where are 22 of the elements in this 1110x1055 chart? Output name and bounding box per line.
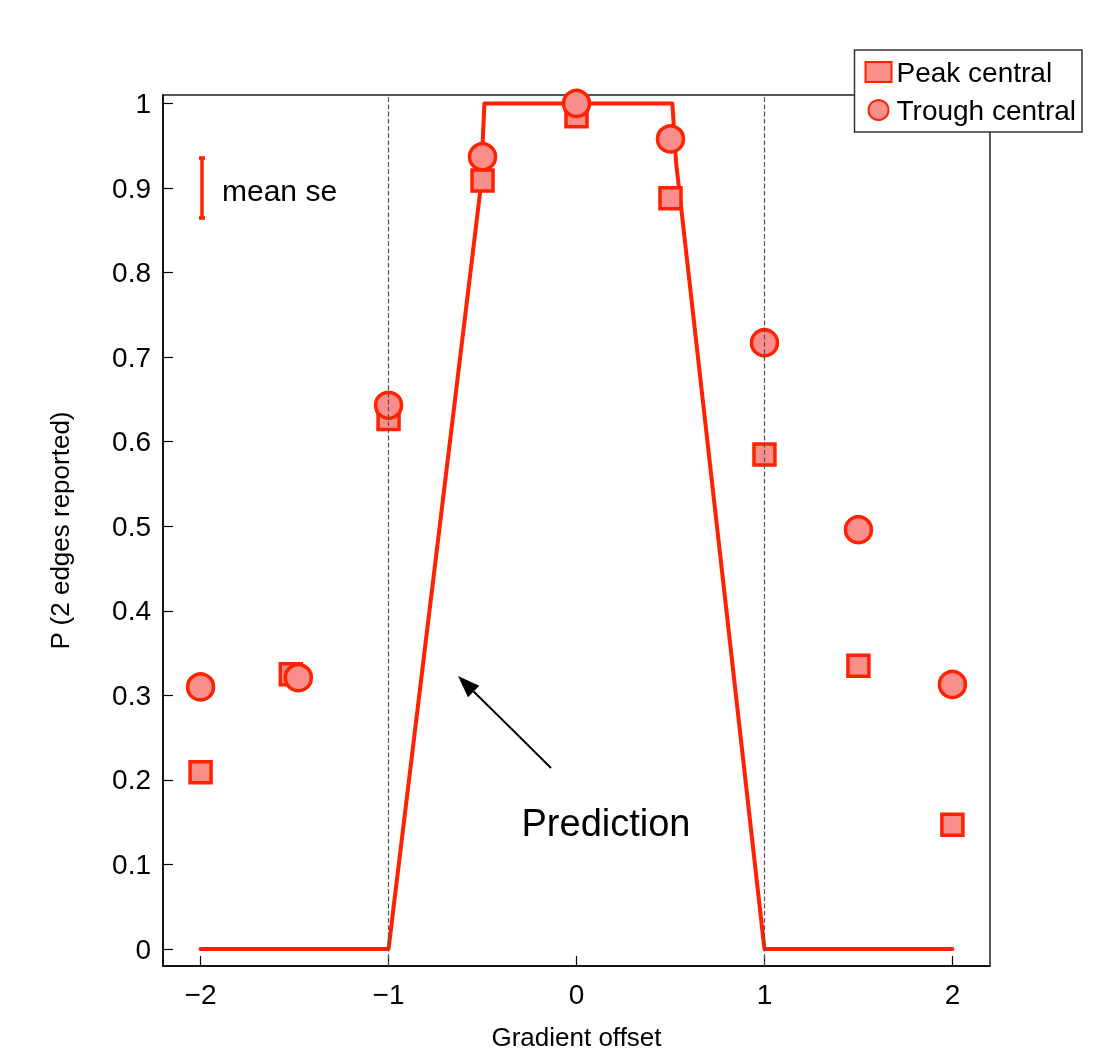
y-tick-label: 0.9 <box>112 172 151 204</box>
y-tick-label: 0.7 <box>112 341 151 373</box>
legend-label: Trough central <box>896 94 1076 126</box>
legend-label: Peak central <box>896 56 1053 88</box>
x-tick-label: 2 <box>944 978 961 1010</box>
y-tick-label: 0.4 <box>112 595 151 627</box>
annotation: Prediction <box>521 802 691 844</box>
y-axis-title: P (2 edges reported) <box>45 411 75 650</box>
x-axis-title: Gradient offset <box>491 1022 663 1052</box>
x-tick-label: −1 <box>372 978 405 1010</box>
y-tick-label: 1 <box>135 87 151 119</box>
y-tick-label: 0.6 <box>112 426 151 458</box>
y-tick-label: 0.2 <box>112 764 151 796</box>
y-tick-label: 0.1 <box>112 849 151 881</box>
y-tick-label: 0.8 <box>112 257 151 289</box>
x-tick-label: −2 <box>184 978 217 1010</box>
y-tick-label: 0.3 <box>112 679 151 711</box>
annotation: mean se <box>222 173 338 207</box>
x-tick-label: 0 <box>568 978 585 1010</box>
y-tick-label: 0 <box>135 933 151 965</box>
x-tick-label: 1 <box>756 978 773 1010</box>
y-tick-label: 0.5 <box>112 510 151 542</box>
